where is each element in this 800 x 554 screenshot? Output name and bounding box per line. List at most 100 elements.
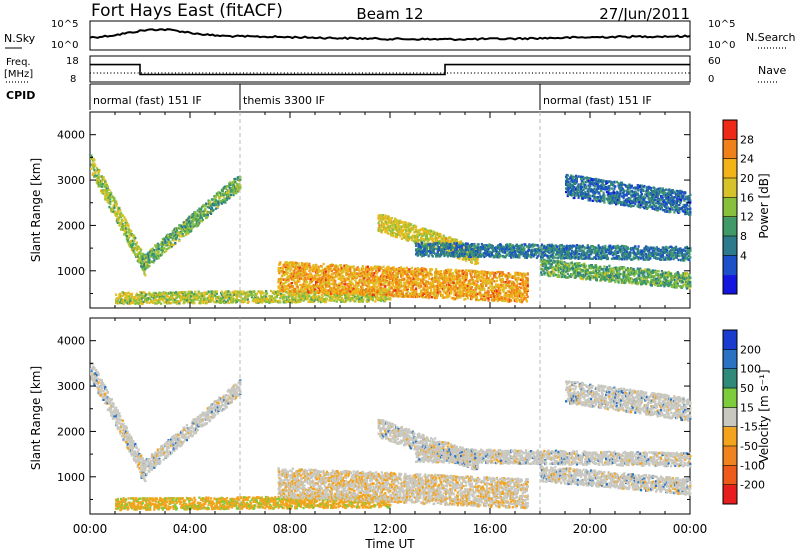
- scatter-cell: [223, 197, 226, 200]
- scatter-cell: [453, 274, 456, 278]
- scatter-cell: [198, 221, 201, 224]
- scatter-cell: [352, 265, 355, 268]
- scatter-cell: [132, 242, 135, 246]
- scatter-cell: [107, 199, 110, 202]
- scatter-cell: [200, 293, 203, 297]
- scatter-cell: [128, 235, 131, 238]
- scatter-cell: [145, 256, 148, 259]
- scatter-cell: [151, 301, 154, 304]
- scatter-cell: [125, 293, 128, 296]
- scatter-cell: [368, 271, 371, 274]
- scatter-cell: [162, 243, 165, 246]
- scatter-cell: [229, 293, 232, 296]
- scatter-cell: [140, 293, 143, 296]
- scatter-cell: [480, 270, 483, 273]
- scatter-cell: [101, 183, 104, 186]
- power-scatter-cells: [90, 154, 692, 306]
- scatter-cell: [262, 291, 265, 295]
- scatter-cell: [154, 302, 157, 305]
- scatter-cell: [361, 286, 364, 289]
- scatter-cell: [201, 218, 204, 222]
- scatter-cell: [232, 193, 235, 197]
- scatter-cell: [204, 297, 207, 300]
- scatter-cell: [483, 288, 486, 291]
- scatter-cell: [175, 229, 178, 233]
- scatter-cell: [351, 282, 354, 286]
- scatter-cell: [175, 302, 178, 305]
- scatter-cell: [170, 298, 173, 301]
- scatter-cell: [172, 233, 175, 236]
- scatter-cell: [144, 274, 147, 277]
- scatter-cell: [251, 294, 254, 297]
- scatter-cell: [123, 233, 126, 236]
- scatter-cell: [426, 286, 429, 289]
- scatter-cell: [465, 272, 468, 275]
- scatter-cell: [193, 301, 196, 304]
- scatter-cell: [232, 183, 235, 187]
- scatter-cell: [235, 185, 238, 189]
- scatter-cell: [180, 298, 183, 302]
- scatter-cell: [508, 275, 511, 279]
- scatter-cell: [93, 168, 96, 172]
- scatter-cell: [228, 295, 231, 298]
- scatter-cell: [186, 292, 189, 296]
- scatter-cell: [139, 251, 142, 254]
- scatter-cell: [330, 299, 333, 302]
- scatter-cell: [119, 300, 122, 303]
- scatter-cell: [130, 297, 133, 300]
- scatter-cell: [171, 230, 174, 233]
- scatter-cell: [188, 220, 191, 223]
- scatter-cell: [155, 292, 158, 295]
- scatter-cell: [426, 289, 429, 292]
- scatter-cell: [135, 241, 138, 244]
- scatter-cell: [205, 202, 208, 205]
- scatter-cell: [205, 213, 208, 217]
- scatter-cell: [95, 166, 98, 170]
- freq-tick-low: 8: [70, 74, 76, 85]
- scatter-cell: [97, 176, 100, 179]
- scatter-cell: [328, 280, 331, 283]
- scatter-cell: [105, 191, 108, 195]
- scatter-cell: [96, 168, 99, 172]
- scatter-cell: [215, 292, 218, 295]
- scatter-cell: [194, 298, 197, 301]
- scatter-cell: [98, 169, 101, 173]
- scatter-cell: [184, 296, 187, 299]
- scatter-cell: [180, 228, 183, 231]
- scatter-cell: [93, 162, 96, 166]
- scatter-cell: [95, 170, 98, 173]
- scatter-cell: [141, 258, 144, 261]
- scatter-cell: [211, 298, 214, 302]
- scatter-cell: [123, 229, 126, 232]
- scatter-cell: [147, 255, 150, 259]
- scatter-cell: [165, 244, 168, 247]
- scatter-cell: [135, 249, 138, 252]
- scatter-cell: [140, 261, 143, 265]
- scatter-cell: [194, 211, 197, 214]
- scatter-cell: [174, 293, 177, 297]
- scatter-cell: [320, 265, 323, 269]
- scatter-cell: [153, 293, 156, 296]
- scatter-cell: [435, 296, 438, 300]
- scatter-cell: [357, 284, 360, 287]
- scatter-cell: [495, 276, 498, 280]
- scatter-cell: [195, 212, 198, 215]
- scatter-cell: [90, 154, 93, 157]
- scatter-cell: [142, 300, 145, 303]
- scatter-cell: [185, 220, 188, 223]
- scatter-cell: [190, 215, 193, 218]
- scatter-cell: [450, 268, 453, 272]
- cpid-segment-label: themis 3300 IF: [243, 94, 325, 107]
- scatter-cell: [253, 290, 256, 293]
- scatter-cell: [100, 185, 103, 188]
- scatter-cell: [125, 219, 128, 222]
- scatter-cell: [522, 284, 525, 287]
- scatter-cell: [314, 293, 317, 297]
- scatter-cell: [175, 296, 178, 299]
- scatter-cell: [153, 253, 156, 257]
- scatter-cell: [196, 298, 199, 301]
- scatter-cell: [152, 300, 155, 303]
- scatter-cell: [148, 301, 151, 304]
- scatter-cell: [192, 225, 195, 228]
- scatter-cell: [111, 208, 114, 211]
